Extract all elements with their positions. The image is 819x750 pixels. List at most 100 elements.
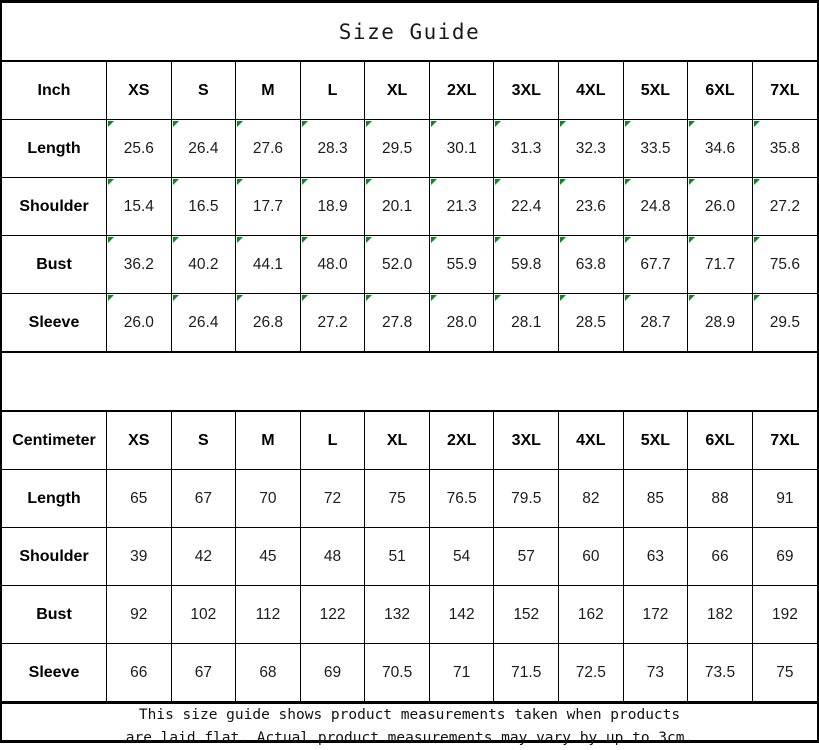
size-guide-title-row: Size Guide	[2, 3, 817, 62]
measurement-cell: 60	[558, 527, 624, 586]
cm-size-header-l: L	[299, 412, 366, 470]
footer-note-line-1: This size guide shows product measuremen…	[138, 707, 681, 723]
measurement-cell: 48	[299, 527, 366, 586]
measurement-cell: 26.4	[170, 119, 237, 178]
table-row: Bust 92 102 112 122 132 142 152 162 172 182 192	[2, 585, 817, 644]
measurement-cell: 39	[106, 527, 172, 586]
measurement-cell: 66	[687, 527, 753, 586]
table-row: Shoulder 39 42 45 48 51 54 57 60 63 66 69	[2, 527, 817, 586]
measurement-cell: 65	[106, 469, 172, 528]
measurement-cell: 28.0	[428, 293, 495, 352]
cm-row-label-sleeve: Sleeve	[2, 643, 107, 702]
measurement-cell: 66	[106, 643, 172, 702]
cm-size-header-4xl: 4XL	[558, 412, 624, 470]
table-row: Bust 36.2 40.2 44.1 48.0 52.0 55.9 59.8 63.8 67.7…	[2, 235, 817, 294]
measurement-cell: 17.7	[235, 177, 301, 236]
measurement-cell: 73	[622, 643, 689, 702]
measurement-cell: 142	[428, 585, 495, 644]
inch-size-header-5xl: 5XL	[622, 62, 689, 120]
inch-table-body: Inch XS S M L XL 2XL 3XL 4XL 5XL 6XL 7XL Length 25.6 2…	[2, 62, 817, 352]
measurement-cell: 33.5	[622, 119, 689, 178]
cm-header-row: Centimeter XS S M L XL 2XL 3XL 4XL 5XL 6XL 7XL	[2, 412, 817, 470]
measurement-cell: 29.5	[364, 119, 430, 178]
measurement-cell: 26.4	[170, 293, 237, 352]
cm-row-label-length: Length	[2, 469, 107, 528]
inch-size-header-6xl: 6XL	[687, 62, 753, 120]
measurement-cell: 28.5	[558, 293, 624, 352]
measurement-cell: 59.8	[493, 235, 560, 294]
measurement-cell: 28.3	[299, 119, 366, 178]
centimeter-table-body: Centimeter XS S M L XL 2XL 3XL 4XL 5XL 6XL 7XL Lengt…	[2, 412, 817, 702]
measurement-cell: 25.6	[106, 119, 172, 178]
measurement-cell: 52.0	[364, 235, 430, 294]
measurement-cell: 63.8	[558, 235, 624, 294]
footer-note: This size guide shows product measuremen…	[110, 704, 709, 750]
measurement-cell: 40.2	[170, 235, 237, 294]
measurement-cell: 67	[170, 469, 237, 528]
inch-size-header-3xl: 3XL	[493, 62, 560, 120]
page-title: Size Guide	[338, 19, 481, 44]
inch-row-label-bust: Bust	[2, 235, 107, 294]
measurement-cell: 67.7	[622, 235, 689, 294]
table-row: Length 25.6 26.4 27.6 28.3 29.5 30.1 31.3 32.3 33…	[2, 119, 817, 178]
measurement-cell: 30.1	[428, 119, 495, 178]
measurement-cell: 71	[428, 643, 495, 702]
centimeter-table: Centimeter XS S M L XL 2XL 3XL 4XL 5XL 6XL 7XL Lengt…	[2, 412, 817, 702]
cm-size-header-5xl: 5XL	[622, 412, 689, 470]
inch-size-header-s: S	[170, 62, 237, 120]
measurement-cell: 92	[106, 585, 172, 644]
measurement-cell: 32.3	[558, 119, 624, 178]
inch-table-block: Inch XS S M L XL 2XL 3XL 4XL 5XL 6XL 7XL Length 25.6 2…	[2, 62, 817, 352]
measurement-cell: 85	[622, 469, 689, 528]
inch-row-label-sleeve: Sleeve	[2, 293, 107, 352]
cm-size-header-s: S	[170, 412, 237, 470]
measurement-cell: 71.7	[687, 235, 753, 294]
measurement-cell: 28.1	[493, 293, 560, 352]
measurement-cell: 75.6	[751, 235, 817, 294]
measurement-cell: 54	[428, 527, 495, 586]
cm-row-label-shoulder: Shoulder	[2, 527, 107, 586]
measurement-cell: 28.9	[687, 293, 753, 352]
inch-size-header-xl: XL	[364, 62, 430, 120]
measurement-cell: 57	[493, 527, 560, 586]
table-row: Sleeve 26.0 26.4 26.8 27.2 27.8 28.0 28.1 28.5 28…	[2, 293, 817, 352]
measurement-cell: 35.8	[751, 119, 817, 178]
footer-note-row: This size guide shows product measuremen…	[2, 702, 817, 750]
measurement-cell: 91	[751, 469, 817, 528]
cm-unit-label: Centimeter	[2, 412, 107, 470]
table-row: Sleeve 66 67 68 69 70.5 71 71.5 72.5 73 73.5 75	[2, 643, 817, 702]
measurement-cell: 67	[170, 643, 237, 702]
measurement-cell: 26.0	[687, 177, 753, 236]
cm-size-header-6xl: 6XL	[687, 412, 753, 470]
cm-size-header-7xl: 7XL	[751, 412, 817, 470]
measurement-cell: 21.3	[428, 177, 495, 236]
inch-table: Inch XS S M L XL 2XL 3XL 4XL 5XL 6XL 7XL Length 25.6 2…	[2, 62, 817, 352]
table-spacer-row	[2, 352, 817, 412]
measurement-cell: 26.0	[106, 293, 172, 352]
inch-row-label-shoulder: Shoulder	[2, 177, 107, 236]
measurement-cell: 75	[364, 469, 430, 528]
measurement-cell: 27.8	[364, 293, 430, 352]
measurement-cell: 28.7	[622, 293, 689, 352]
measurement-cell: 45	[235, 527, 301, 586]
table-row: Length 65 67 70 72 75 76.5 79.5 82 85 88 91	[2, 469, 817, 528]
measurement-cell: 63	[622, 527, 689, 586]
footer-note-line-2: are laid flat. Actual product measuremen…	[125, 730, 694, 746]
measurement-cell: 20.1	[364, 177, 430, 236]
inch-size-header-xs: XS	[106, 62, 172, 120]
inch-row-label-length: Length	[2, 119, 107, 178]
inch-size-header-2xl: 2XL	[428, 62, 495, 120]
cm-size-header-m: M	[235, 412, 301, 470]
measurement-cell: 102	[170, 585, 237, 644]
measurement-cell: 68	[235, 643, 301, 702]
measurement-cell: 27.6	[235, 119, 301, 178]
centimeter-table-block: Centimeter XS S M L XL 2XL 3XL 4XL 5XL 6XL 7XL Lengt…	[2, 412, 817, 702]
inch-size-header-7xl: 7XL	[751, 62, 817, 120]
measurement-cell: 18.9	[299, 177, 366, 236]
measurement-cell: 75	[751, 643, 817, 702]
measurement-cell: 48.0	[299, 235, 366, 294]
measurement-cell: 79.5	[493, 469, 560, 528]
measurement-cell: 72.5	[558, 643, 624, 702]
measurement-cell: 71.5	[493, 643, 560, 702]
